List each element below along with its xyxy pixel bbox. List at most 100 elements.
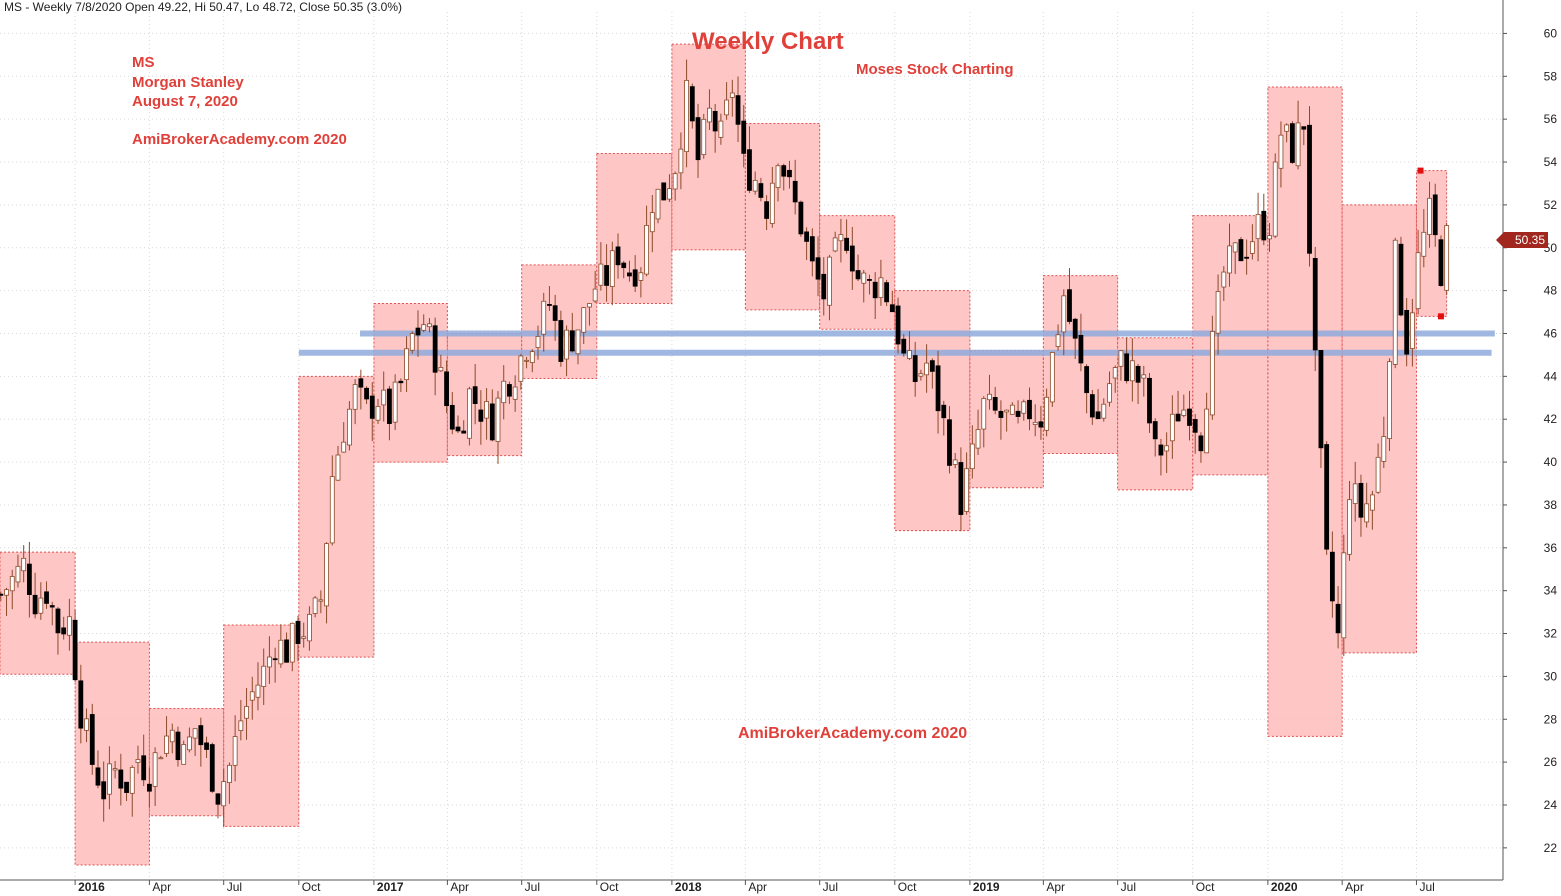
candle-body-down: [72, 619, 78, 681]
candle-body-up: [952, 459, 958, 465]
candle-body-down: [61, 627, 67, 635]
candle-body-up: [1004, 409, 1010, 413]
y-tick-label: 58: [1544, 69, 1558, 83]
candle-body-up: [66, 616, 72, 636]
candle-body-up: [495, 397, 501, 442]
candle-body-up: [1107, 383, 1112, 403]
candle-body-down: [844, 237, 850, 251]
candle-body-up: [1032, 421, 1038, 425]
candle-body-down: [867, 279, 872, 281]
candle-body-up: [964, 468, 970, 512]
candle-body-down: [295, 620, 301, 644]
candle-body-down: [95, 767, 101, 786]
x-tick-label: Oct: [898, 880, 917, 894]
y-tick-label: 36: [1544, 541, 1558, 555]
quarter-range-box: [1341, 204, 1417, 654]
candle-body-down: [1124, 353, 1130, 382]
candle-body-up: [324, 543, 329, 607]
y-tick-label: 42: [1544, 412, 1558, 426]
candle-body-up: [707, 107, 712, 123]
y-tick-label: 38: [1544, 498, 1558, 512]
candle-body-down: [272, 658, 278, 661]
x-tick-label: 2018: [675, 880, 702, 894]
candle-body-up: [1444, 225, 1450, 291]
candle-body-down: [787, 169, 792, 178]
company-note: Morgan Stanley: [132, 74, 244, 91]
candle-body-up: [1387, 361, 1392, 440]
candle-body-up: [701, 118, 707, 156]
candle-body-up: [1381, 436, 1387, 462]
y-tick-label: 28: [1544, 712, 1558, 726]
quarter-range-box: [298, 375, 375, 658]
candle-body-up: [541, 300, 547, 335]
candle-body-up: [1118, 350, 1124, 367]
y-tick-label: 34: [1544, 584, 1558, 598]
candle-body-down: [1192, 419, 1198, 433]
candle-body-up: [249, 691, 255, 701]
candle-body-up: [655, 188, 661, 220]
candle-body-up: [838, 234, 844, 242]
candle-body-up: [1352, 483, 1358, 504]
y-tick-label: 54: [1544, 155, 1558, 169]
candle-body-up: [21, 557, 27, 572]
y-tick-label: 32: [1544, 627, 1558, 641]
x-tick-label: Apr: [450, 880, 469, 894]
candle-body-down: [912, 355, 918, 383]
candle-body-up: [827, 256, 832, 306]
candle-body-up: [1227, 245, 1232, 274]
candle-body-down: [884, 282, 890, 303]
candle-body-up: [15, 565, 21, 583]
candle-body-up: [1427, 197, 1432, 235]
quarter-range-box: [74, 641, 150, 866]
candle-body-down: [849, 245, 855, 272]
candle-body-down: [204, 742, 209, 750]
candle-body-up: [598, 263, 604, 286]
candle-body-down: [1404, 310, 1410, 355]
candle-body-down: [364, 387, 369, 400]
candle-body-down: [507, 384, 512, 397]
candle-body-up: [301, 636, 307, 639]
candle-body-down: [1175, 413, 1181, 422]
candle-body-up: [38, 597, 44, 614]
candle-body-down: [1329, 551, 1335, 602]
candle-body-down: [1301, 126, 1307, 130]
candle-body-up: [164, 735, 169, 754]
candle-body-down: [1261, 210, 1267, 241]
candle-body-up: [1061, 295, 1067, 333]
quarter-range-box: [0, 551, 76, 675]
candle-body-down: [398, 380, 404, 384]
candle-body-down: [998, 410, 1004, 418]
candle-body-down: [1015, 410, 1021, 417]
candle-body-down: [1095, 411, 1101, 420]
candle-body-down: [821, 273, 827, 300]
candle-body-up: [341, 441, 347, 453]
x-tick-label: Apr: [748, 880, 767, 894]
candle-body-up: [518, 355, 524, 382]
candle-body-down: [26, 563, 32, 595]
symbol-note: MS: [132, 54, 155, 71]
candle-body-down: [455, 426, 461, 432]
candle-body-up: [684, 79, 689, 153]
candle-body-down: [124, 781, 129, 793]
candle-body-up: [467, 388, 472, 439]
candle-body-down: [472, 386, 478, 404]
candle-body-up: [187, 736, 192, 751]
candle-body-down: [695, 117, 701, 161]
candle-body-down: [461, 430, 467, 434]
candle-body-down: [958, 462, 964, 515]
candle-body-down: [89, 714, 95, 765]
y-tick-label: 60: [1544, 26, 1558, 40]
candle-body-up: [438, 367, 444, 372]
candle-body-up: [587, 303, 592, 308]
candle-body-down: [615, 246, 621, 266]
candle-body-down: [141, 755, 147, 781]
candle-body-down: [735, 95, 741, 125]
candle-body-down: [809, 236, 815, 262]
candle-body-down: [1187, 408, 1192, 426]
x-tick-label: Jul: [1419, 880, 1434, 894]
candle-body-up: [232, 736, 238, 766]
candle-body-down: [621, 262, 627, 269]
chart-title: Weekly Chart: [692, 28, 844, 55]
candle-body-down: [781, 165, 787, 177]
candle-body-up: [1141, 374, 1147, 379]
